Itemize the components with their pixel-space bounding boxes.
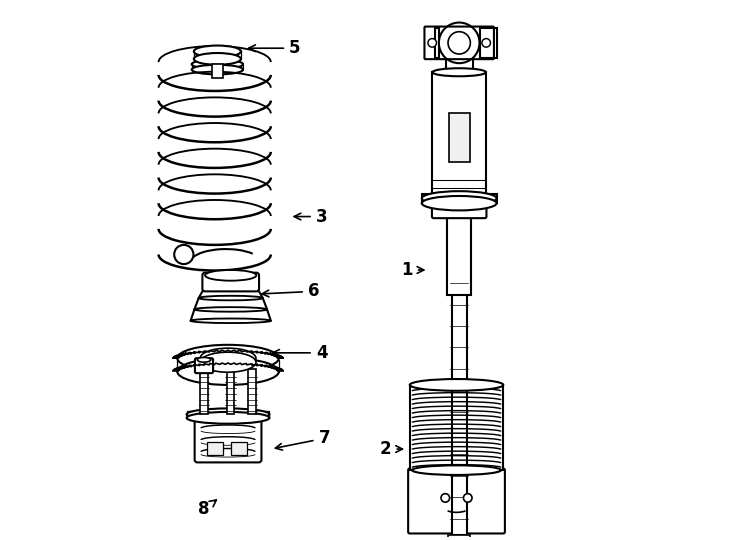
- Bar: [435, 28, 439, 58]
- Text: 4: 4: [273, 344, 327, 362]
- Circle shape: [174, 245, 194, 264]
- FancyBboxPatch shape: [195, 358, 213, 373]
- Ellipse shape: [205, 285, 256, 289]
- Text: 3: 3: [294, 207, 327, 226]
- Bar: [230, 442, 247, 455]
- FancyBboxPatch shape: [408, 469, 505, 534]
- Ellipse shape: [422, 196, 497, 211]
- Circle shape: [482, 38, 490, 47]
- Bar: [200, 369, 208, 414]
- Ellipse shape: [194, 53, 241, 65]
- Ellipse shape: [200, 352, 256, 372]
- Circle shape: [441, 494, 449, 502]
- Bar: [194, 50, 241, 59]
- Bar: [248, 369, 256, 414]
- Ellipse shape: [205, 270, 256, 281]
- Ellipse shape: [197, 357, 211, 362]
- Bar: [451, 294, 467, 535]
- Text: 5: 5: [249, 39, 301, 57]
- Bar: [212, 64, 222, 78]
- FancyBboxPatch shape: [432, 201, 487, 218]
- Circle shape: [463, 494, 472, 502]
- Bar: [207, 442, 222, 455]
- Ellipse shape: [178, 345, 279, 372]
- Ellipse shape: [191, 319, 271, 323]
- Ellipse shape: [192, 59, 243, 69]
- Ellipse shape: [192, 65, 243, 75]
- Bar: [410, 385, 504, 470]
- Ellipse shape: [178, 358, 279, 385]
- Bar: [186, 411, 269, 418]
- Bar: [479, 28, 497, 58]
- Bar: [432, 72, 486, 193]
- Bar: [178, 360, 279, 372]
- Text: 7: 7: [275, 429, 330, 450]
- Ellipse shape: [410, 379, 504, 391]
- Ellipse shape: [200, 348, 256, 368]
- Text: 8: 8: [198, 500, 217, 518]
- Ellipse shape: [194, 45, 241, 57]
- Circle shape: [428, 38, 437, 47]
- Text: 1: 1: [401, 261, 424, 279]
- Text: 6: 6: [262, 282, 319, 300]
- FancyBboxPatch shape: [195, 411, 261, 462]
- Bar: [422, 193, 497, 203]
- Bar: [448, 217, 471, 295]
- Bar: [448, 535, 470, 540]
- Ellipse shape: [186, 412, 269, 424]
- Ellipse shape: [412, 465, 501, 475]
- Ellipse shape: [422, 191, 497, 206]
- Ellipse shape: [195, 307, 267, 312]
- Bar: [192, 63, 243, 70]
- Circle shape: [439, 23, 479, 63]
- Ellipse shape: [432, 68, 486, 76]
- Bar: [227, 369, 234, 414]
- FancyBboxPatch shape: [203, 273, 259, 292]
- Ellipse shape: [199, 296, 263, 300]
- Circle shape: [448, 32, 470, 54]
- Text: 2: 2: [380, 440, 402, 458]
- Bar: [448, 113, 470, 161]
- Ellipse shape: [186, 408, 269, 420]
